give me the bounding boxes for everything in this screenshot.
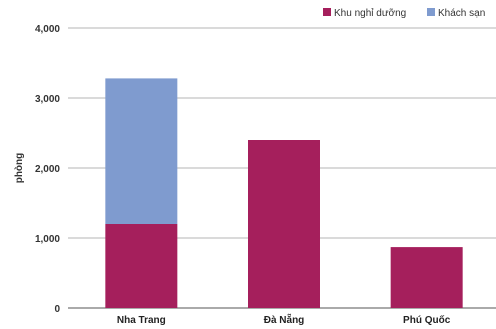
x-tick-labels: Nha Trang Đà Nẵng Phú Quốc xyxy=(117,313,451,326)
legend-label: Khách sạn xyxy=(438,8,485,19)
bars xyxy=(105,78,463,308)
x-tick-label: Phú Quốc xyxy=(403,314,451,326)
bar-segment xyxy=(390,247,463,308)
legend-swatch xyxy=(323,8,331,16)
y-tick-label: 1,000 xyxy=(35,234,60,245)
x-tick-label: Nha Trang xyxy=(117,315,166,326)
bar-segment xyxy=(248,140,320,308)
legend: Khu nghỉ dưỡng Khách sạn xyxy=(323,7,485,19)
legend-label: Khu nghỉ dưỡng xyxy=(334,7,406,19)
y-tick-label: 4,000 xyxy=(35,24,60,35)
y-tick-label: 3,000 xyxy=(35,94,60,105)
y-tick-labels: 0 1,000 2,000 3,000 4,000 xyxy=(35,24,60,315)
bar-segment xyxy=(105,78,178,225)
x-tick-label: Đà Nẵng xyxy=(264,313,305,326)
y-tick-label: 2,000 xyxy=(35,164,60,175)
y-tick-label: 0 xyxy=(54,304,60,315)
y-axis-label: phòng xyxy=(14,153,25,184)
legend-swatch xyxy=(427,8,435,16)
bar-segment xyxy=(105,224,178,308)
